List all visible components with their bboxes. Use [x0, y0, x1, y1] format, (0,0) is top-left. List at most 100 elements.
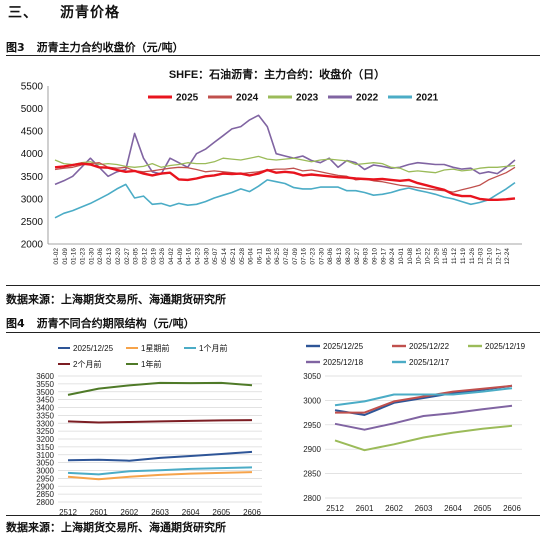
- chart1-xtick-label: 03-19: [150, 248, 157, 265]
- chart2-xtick-label: 2604: [182, 508, 200, 517]
- chart1-xtick-label: 02-13: [106, 248, 113, 265]
- chart2-ytick-label: 3550: [36, 380, 54, 389]
- chart2-ytick-label: 3100: [36, 451, 54, 460]
- chart1-xtick-label: 10-08: [407, 248, 414, 265]
- fig4-label: 图4: [6, 317, 25, 330]
- chart3-ytick-label: 3050: [303, 372, 321, 381]
- chart2-ytick-label: 3250: [36, 427, 54, 436]
- chart3-ytick-label: 2900: [303, 445, 321, 454]
- chart2-ytick-label: 2950: [36, 474, 54, 483]
- chart1-xtick-label: 12-10: [486, 248, 493, 265]
- chart2-ytick-label: 2850: [36, 490, 54, 499]
- chart3-legend-label: 2025/12/22: [409, 342, 450, 351]
- chart1-xtick-label: 04-30: [203, 248, 210, 265]
- chart1-xtick-label: 03-26: [159, 248, 166, 265]
- chart1-xtick-label: 11-26: [469, 248, 476, 265]
- chart1-xtick-label: 08-06: [327, 248, 334, 265]
- chart1-xtick-label: 02-27: [124, 248, 131, 265]
- chart1-xtick-label: 02-06: [97, 248, 104, 265]
- chart2-series-1年前: [67, 381, 253, 396]
- fig3-title: 沥青主力合约收盘价（元/吨）: [36, 41, 184, 54]
- fig3-label: 图3: [6, 41, 25, 54]
- section-number: 三、: [8, 5, 38, 21]
- chart1-xtick-label: 11-19: [460, 248, 467, 265]
- chart1-series-2021: [54, 179, 516, 219]
- chart1-xtick-label: 06-11: [256, 248, 263, 265]
- chart1-xtick-label: 09-03: [363, 248, 370, 265]
- chart2-ytick-label: 2800: [36, 498, 54, 507]
- chart3-series-2025/12/17: [334, 387, 513, 407]
- chart1-xtick-label: 12-24: [504, 248, 511, 265]
- chart1-xtick-label: 04-23: [195, 248, 202, 265]
- chart1-ytick-label: 4000: [21, 149, 44, 160]
- chart1-legend-label: 2021: [416, 93, 439, 104]
- chart1-xtick-label: 07-09: [292, 248, 299, 265]
- chart1-xtick-label: 11-12: [451, 248, 458, 265]
- fig3-top-rule: [6, 55, 540, 56]
- chart1-xtick-label: 05-21: [230, 248, 237, 265]
- chart1-xtick-label: 07-23: [310, 248, 317, 265]
- chart2-xtick-label: 2605: [212, 508, 230, 517]
- chart1-xtick-label: 11-05: [442, 248, 449, 265]
- chart1-xtick-label: 09-10: [371, 248, 378, 265]
- fig4-bottom-rule: [6, 515, 540, 516]
- section-heading: 三、 沥青价格: [8, 2, 120, 22]
- chart1-ytick-label: 5500: [21, 82, 44, 93]
- chart1-series-2022: [54, 114, 516, 186]
- chart1-xtick-label: 02-20: [115, 248, 122, 265]
- chart1-xtick-label: 05-14: [221, 248, 228, 265]
- chart2-series-2025/12/25: [67, 450, 253, 462]
- chart3-xtick-label: 2602: [385, 504, 403, 513]
- fig4-source: 数据来源：上海期货交易所、海通期货研究所: [6, 521, 226, 534]
- chart3-xtick-label: 2606: [503, 504, 521, 513]
- chart1-xtick-label: 01-09: [62, 248, 69, 265]
- chart1-xtick-label: 07-30: [318, 248, 325, 265]
- chart2-ytick-label: 3500: [36, 388, 54, 397]
- chart1-legend-label: 2025: [176, 93, 199, 104]
- chart2-series-2个月前: [67, 419, 253, 424]
- chart2-legend-label: 1星期前: [141, 343, 169, 353]
- chart2-ytick-label: 3350: [36, 411, 54, 420]
- chart2-legend-label: 1年前: [141, 359, 161, 369]
- chart2-legend-label: 2025/12/25: [73, 344, 114, 353]
- chart1-ytick-label: 3500: [21, 172, 44, 183]
- chart2-legend-label: 2个月前: [73, 359, 101, 369]
- chart1-xtick-label: 04-02: [168, 248, 175, 265]
- chart1-ytick-label: 5000: [21, 104, 44, 115]
- chart1-xtick-label: 03-05: [133, 248, 140, 265]
- chart1-series-2023: [54, 155, 516, 174]
- chart1-xtick-label: 10-29: [433, 248, 440, 265]
- chart1-xtick-label: 09-17: [380, 248, 387, 265]
- chart1-xtick-label: 06-18: [265, 248, 272, 265]
- chart1-xtick-label: 10-15: [416, 248, 423, 265]
- chart1-xtick-label: 08-13: [336, 248, 343, 265]
- chart2-xtick-label: 2603: [151, 508, 169, 517]
- chart3-xtick-label: 2604: [444, 504, 462, 513]
- chart3-legend-label: 2025/12/25: [323, 342, 364, 351]
- chart1-xtick-label: 01-02: [53, 248, 60, 265]
- chart1-xtick-label: 05-28: [239, 248, 246, 265]
- chart2-ytick-label: 3400: [36, 404, 54, 413]
- chart3-series-2025/12/18: [334, 404, 513, 431]
- chart2-xtick-label: 2512: [59, 508, 77, 517]
- chart1-legend-label: 2024: [236, 93, 259, 104]
- chart1-xtick-label: 08-20: [345, 248, 352, 265]
- chart1-legend-label: 2022: [356, 93, 379, 104]
- chart1-xtick-label: 12-17: [495, 248, 502, 265]
- chart1-xtick-label: 03-12: [141, 248, 148, 265]
- fig4-title: 沥青不同合约期限结构（元/吨）: [36, 317, 195, 330]
- chart3-ytick-label: 2800: [303, 494, 321, 503]
- chart2-legend-label: 1个月前: [199, 343, 227, 353]
- chart1-ytick-label: 3000: [21, 194, 44, 205]
- fig3-bottom-rule: [6, 285, 540, 286]
- chart3-xtick-label: 2512: [326, 504, 344, 513]
- chart3-legend-label: 2025/12/18: [323, 358, 364, 367]
- chart1-series-2024: [54, 162, 516, 193]
- chart1-xtick-label: 10-01: [398, 248, 405, 265]
- chart2-ytick-label: 3200: [36, 435, 54, 444]
- chart3-series-2025/12/22: [335, 384, 513, 414]
- chart1-ytick-label: 4500: [21, 127, 44, 138]
- chart3-xtick-label: 2603: [415, 504, 433, 513]
- chart1-xtick-label: 12-03: [478, 248, 485, 265]
